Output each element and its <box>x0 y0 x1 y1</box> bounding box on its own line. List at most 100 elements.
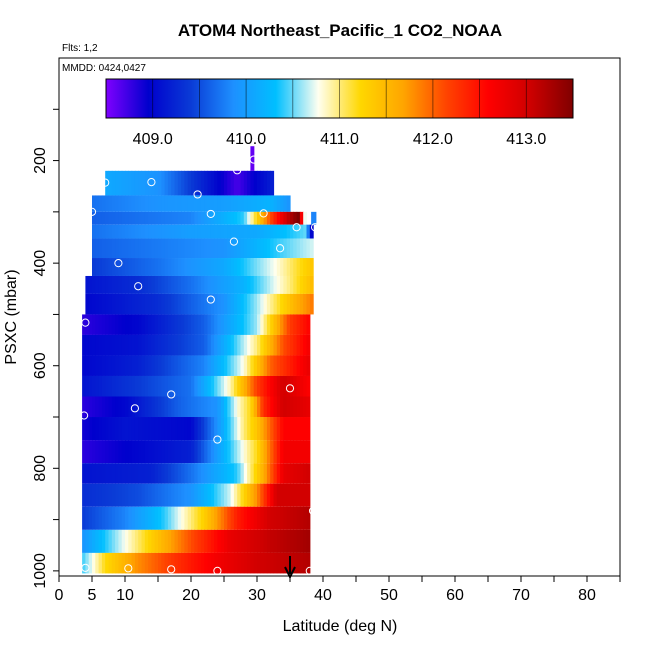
heatmap-cell <box>266 293 271 315</box>
heatmap-cell <box>293 293 298 315</box>
heatmap-cell <box>243 258 248 276</box>
heatmap-cell <box>306 334 311 356</box>
heatmap-cell <box>184 552 189 574</box>
heatmap-cell <box>257 552 261 574</box>
heatmap-cell <box>243 275 248 294</box>
flights-label: Flts: 1,2 <box>62 43 98 54</box>
heatmap-cell <box>303 293 308 315</box>
heatmap-cell <box>184 170 189 196</box>
heatmap-cell <box>224 440 228 464</box>
heatmap-band <box>82 440 311 464</box>
heatmap-cell <box>161 552 166 574</box>
heatmap-cell <box>260 224 265 239</box>
heatmap-cell <box>105 238 110 259</box>
heatmap-cell <box>141 258 146 276</box>
heatmap-cell <box>253 211 258 225</box>
heatmap-cell <box>217 293 222 315</box>
heatmap-cell <box>131 552 136 574</box>
heatmap-cell <box>283 506 288 530</box>
heatmap-cell <box>138 224 143 239</box>
heatmap-cell <box>197 396 202 418</box>
heatmap-cell <box>85 463 90 484</box>
heatmap-cell <box>88 375 93 397</box>
heatmap-cell <box>230 195 235 212</box>
heatmap-cell <box>101 396 106 418</box>
heatmap-cell <box>184 314 189 335</box>
heatmap-cell <box>217 170 222 196</box>
heatmap-cell <box>233 483 238 507</box>
heatmap-cell <box>303 483 308 507</box>
heatmap-cell <box>237 238 242 259</box>
heatmap-cell <box>260 275 265 294</box>
heatmap-cell <box>121 440 126 464</box>
heatmap-cell <box>309 258 314 276</box>
heatmap-cell <box>243 170 248 196</box>
heatmap-cell <box>207 211 212 225</box>
heatmap-cell <box>240 170 245 196</box>
heatmap-cell <box>237 334 242 356</box>
heatmap-cell <box>101 552 106 574</box>
heatmap-cell <box>131 211 136 225</box>
heatmap-cell <box>154 440 159 464</box>
heatmap-cell <box>128 355 133 376</box>
colorbar-tick-label: 410.0 <box>226 131 266 148</box>
heatmap-cell <box>134 506 139 530</box>
heatmap-cell <box>92 375 96 397</box>
heatmap-cell <box>263 506 268 530</box>
heatmap-cell <box>98 314 103 335</box>
heatmap-cell <box>263 417 268 441</box>
heatmap-cell <box>290 417 294 441</box>
heatmap-cell <box>240 417 245 441</box>
heatmap-cell <box>95 417 100 441</box>
heatmap-cell <box>118 211 123 225</box>
heatmap-cell <box>138 506 143 530</box>
heatmap-cell <box>92 506 96 530</box>
sample-point <box>206 209 215 219</box>
heatmap-cell <box>82 375 86 397</box>
heatmap-cell <box>141 529 146 553</box>
heatmap-cell <box>299 238 304 259</box>
heatmap-cell <box>276 463 281 484</box>
heatmap-cell <box>88 293 93 315</box>
heatmap-cell <box>161 375 166 397</box>
heatmap-cell <box>128 211 133 225</box>
heatmap-cell <box>276 258 281 276</box>
heatmap-cell <box>131 483 136 507</box>
heatmap-cell <box>210 396 215 418</box>
heatmap-cell <box>158 529 162 553</box>
heatmap-cell <box>306 483 311 507</box>
heatmap-cell <box>214 355 218 376</box>
heatmap-cell <box>280 258 284 276</box>
heatmap-cell <box>263 355 268 376</box>
heatmap-cell <box>88 483 93 507</box>
heatmap-cell <box>98 258 103 276</box>
plot-frame <box>58 57 621 577</box>
heatmap-cell <box>200 396 205 418</box>
heatmap-cell <box>220 334 225 356</box>
heatmap-cell <box>177 314 182 335</box>
heatmap-cell <box>276 440 281 464</box>
heatmap-cell <box>299 334 304 356</box>
heatmap-cell <box>148 195 152 212</box>
heatmap-cell <box>98 506 103 530</box>
heatmap-cell <box>181 417 185 441</box>
heatmap-cell <box>154 529 159 553</box>
heatmap-cell <box>273 506 278 530</box>
heatmap-cell <box>224 170 228 196</box>
heatmap-cell <box>237 417 242 441</box>
heatmap-cell <box>92 275 96 294</box>
heatmap-cell <box>151 195 156 212</box>
heatmap-cell <box>237 211 242 225</box>
heatmap-cell <box>194 334 199 356</box>
heatmap-cell <box>111 483 116 507</box>
heatmap-cell <box>270 440 275 464</box>
heatmap-cell <box>115 355 119 376</box>
sample-point <box>259 209 268 218</box>
heatmap-cell <box>276 529 281 553</box>
heatmap-cell <box>164 314 169 335</box>
heatmap-cell <box>148 170 152 196</box>
heatmap-cell <box>174 224 179 239</box>
heatmap-cell <box>141 334 146 356</box>
heatmap-cell <box>161 529 166 553</box>
heatmap-cell <box>260 211 265 225</box>
